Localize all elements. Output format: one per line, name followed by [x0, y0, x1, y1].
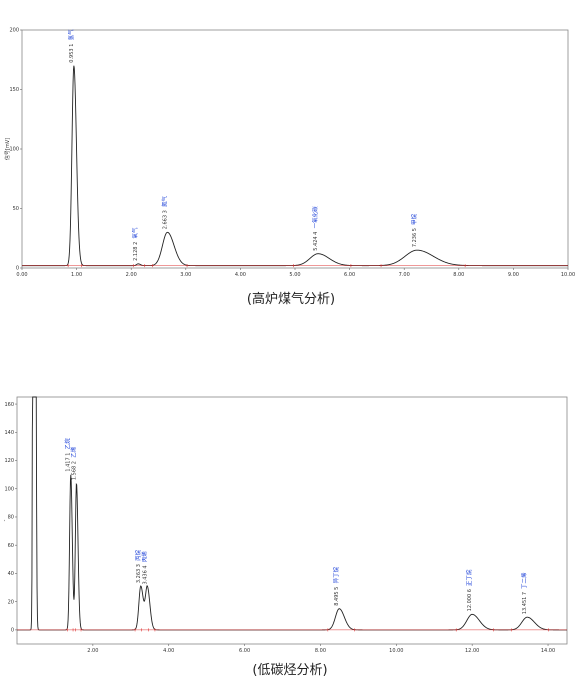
peak-retention-label: 7.236 5: [412, 228, 418, 247]
peak-name-label: 甲烷: [410, 213, 418, 225]
peak-name-label: 一氧化碳: [311, 206, 319, 229]
peak-name-label: 丙烷: [134, 549, 142, 561]
peak-retention-label: 8.495 5: [334, 587, 340, 606]
y-tick-label: 200: [9, 28, 19, 34]
y-axis-label: -: [2, 519, 8, 521]
peak-retention-label: 1.568 2: [71, 461, 77, 480]
x-tick-label: 9.00: [508, 272, 519, 278]
y-tick-label: 20: [8, 599, 14, 605]
y-tick-label: 140: [4, 430, 14, 436]
peak-name-label: 乙烯: [69, 446, 77, 458]
x-tick-label: 3.00: [180, 272, 191, 278]
peak-name-label: 异丁烷: [332, 566, 340, 583]
peak-retention-label: 13.451 7: [522, 592, 528, 614]
x-tick-label: 6.00: [344, 272, 355, 278]
y-tick-label: 160: [4, 402, 14, 408]
x-tick-label: 10.00: [561, 272, 575, 278]
chart-2-caption: (低碳烃分析): [252, 663, 327, 678]
chromatogram-trace: [17, 396, 567, 631]
y-tick-label: 80: [8, 515, 14, 521]
x-tick-label: 7.00: [399, 272, 410, 278]
y-tick-label: 60: [8, 543, 14, 549]
x-tick-label: 8.00: [453, 272, 464, 278]
x-tick-label: 6.00: [239, 648, 250, 654]
peak-retention-label: 1.417 1: [66, 453, 72, 472]
y-tick-label: 50: [13, 206, 19, 212]
peak-retention-label: 2.663 3: [162, 210, 168, 229]
peak-name-label: 氢气: [67, 29, 75, 41]
peak-name-label: 丁二烯: [520, 572, 528, 589]
peak-name-label: 乙烷: [64, 438, 72, 450]
chart-low-carbon-hydrocarbons: 0 20 40 60 80 100 120 140 160 2.00 4.00 6.00 8.00 10.…: [2, 396, 568, 654]
x-tick-label: 5.00: [289, 272, 300, 278]
peak-retention-label: 2.128 2: [133, 242, 139, 261]
y-tick-label: 100: [4, 486, 14, 492]
chromatogram-trace: [22, 65, 568, 267]
y-tick-label: 100: [9, 147, 19, 153]
peak-retention-label: 0.953 1: [69, 44, 75, 63]
x-tick-label: 14.00: [541, 648, 555, 654]
x-tick-label: 4.00: [163, 648, 174, 654]
x-tick-label: 2.00: [126, 272, 137, 278]
x-tick-label: 8.00: [315, 648, 326, 654]
y-tick-label: 0: [11, 628, 14, 634]
peak-name-label: 氮气: [160, 195, 168, 207]
x-tick-label: 10.00: [389, 648, 403, 654]
peak-retention-label: 12.000 6: [467, 589, 473, 611]
y-tick-label: 40: [8, 571, 14, 577]
peak-name-label: 氧气: [131, 227, 139, 239]
y-tick-label: 0: [16, 266, 19, 272]
peak-name-label: 正丁烷: [465, 569, 473, 586]
x-tick-label: 4.00: [235, 272, 246, 278]
chart-1-caption: (高炉煤气分析): [247, 291, 335, 307]
peak-retention-label: 3.263 3: [136, 564, 142, 583]
y-tick-label: 150: [9, 87, 19, 93]
y-tick-label: 120: [4, 458, 14, 464]
x-tick-label: 0.00: [16, 272, 27, 278]
peak-retention-label: 5.424 4: [313, 232, 319, 251]
y-axis-label: 信号[mV]: [4, 138, 11, 160]
peak-name-label: 丙烯: [140, 551, 148, 563]
x-tick-label: 12.00: [465, 648, 479, 654]
plot-frame: [21, 29, 569, 269]
plot-frame: [16, 396, 568, 645]
x-tick-label: 1.00: [71, 272, 82, 278]
peak-retention-label: 3.436 4: [142, 565, 148, 584]
x-tick-label: 2.00: [87, 648, 98, 654]
chart-blast-furnace-gas: 0 50 100 150 200 0.00 1.00 2.00 3.00 4.00 5.00 6.00…: [4, 28, 575, 278]
